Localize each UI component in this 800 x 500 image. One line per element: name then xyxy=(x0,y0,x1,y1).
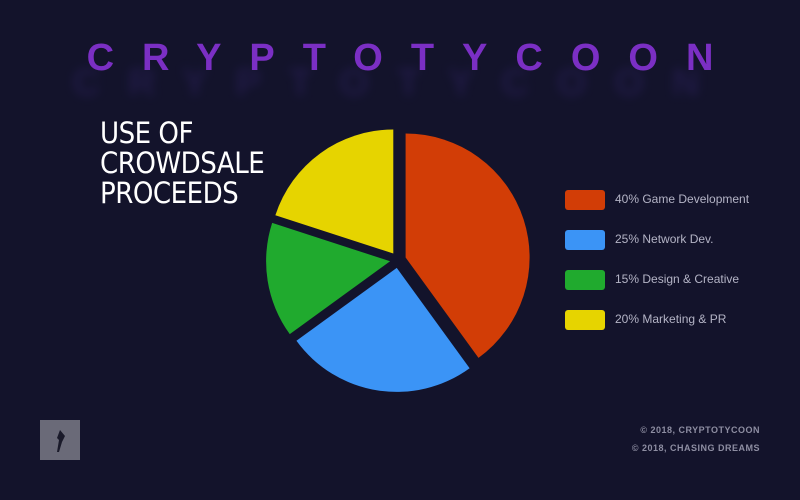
legend-swatch xyxy=(565,190,605,210)
legend-swatch xyxy=(565,230,605,250)
legend-label: 25% Network Dev. xyxy=(615,232,713,246)
pie-slice xyxy=(275,129,394,254)
logo-glow: CRYPTOTYCOON xyxy=(73,62,728,104)
pie-slice xyxy=(296,267,470,392)
legend-label: 15% Design & Creative xyxy=(615,272,739,286)
footer-line: © 2018, CHASING DREAMS xyxy=(632,443,760,453)
legend-label: 20% Marketing & PR xyxy=(615,312,727,326)
brand-figure xyxy=(57,430,65,452)
legend-label: 40% Game Development xyxy=(615,192,750,206)
pie-slice xyxy=(266,222,391,335)
chart-title: USE OF CROWDSALE PROCEEDS xyxy=(100,116,265,210)
pie-slice xyxy=(405,133,530,358)
footer-line: © 2018, CRYPTOTYCOON xyxy=(640,425,760,435)
logo: CRYPTOTYCOON xyxy=(87,37,742,79)
legend-swatch xyxy=(565,310,605,330)
legend-swatch xyxy=(565,270,605,290)
